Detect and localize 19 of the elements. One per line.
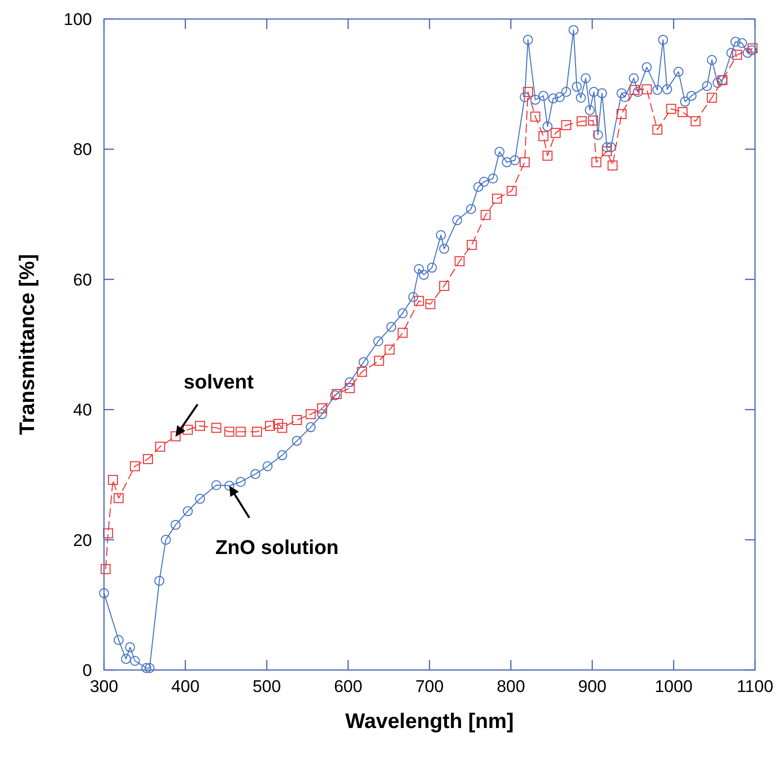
- y-tick-label: 0: [82, 660, 92, 680]
- x-tick-label: 900: [578, 677, 606, 696]
- y-axis-title: Transmittance [%]: [16, 254, 39, 435]
- annotation: solvent: [184, 371, 254, 394]
- y-tick-label: 40: [73, 400, 92, 420]
- x-tick-label: 300: [90, 677, 118, 696]
- y-tick-label: 20: [73, 530, 92, 550]
- x-tick-label: 500: [252, 677, 281, 696]
- annotation: ZnO solution: [215, 536, 339, 559]
- y-tick-label: 60: [73, 270, 92, 290]
- x-tick-label: 700: [415, 677, 444, 696]
- x-tick-label: 400: [171, 677, 200, 696]
- x-tick-label: 800: [496, 677, 526, 696]
- x-axis-title: Wavelength [nm]: [345, 710, 514, 733]
- y-tick-label: 100: [64, 10, 92, 29]
- x-tick-label: 1100: [736, 677, 774, 696]
- y-tick-label: 80: [73, 140, 92, 160]
- x-tick-label: 600: [334, 677, 362, 696]
- x-tick-label: 1000: [654, 677, 693, 696]
